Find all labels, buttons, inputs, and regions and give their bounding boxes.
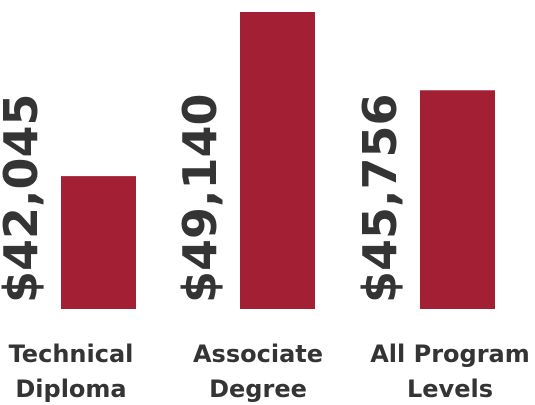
value-label-2: $49,140 (173, 93, 227, 303)
value-label-1: $42,045 (0, 93, 48, 303)
category-label-1-line-2: Diploma (15, 375, 126, 403)
category-label-3-line-2: Levels (407, 375, 493, 403)
value-labels-group: $42,045 $49,140 $45,756 (0, 93, 407, 303)
value-label-3: $45,756 (353, 93, 407, 303)
category-label-1-line-1: Technical (9, 340, 134, 368)
bar-3 (420, 90, 495, 309)
category-label-2-line-2: Degree (209, 375, 307, 403)
category-label-3-line-1: All Program (370, 340, 530, 368)
bars-group (61, 12, 495, 309)
bar-1 (61, 176, 136, 309)
bar-2 (240, 12, 315, 309)
category-label-2-line-1: Associate (193, 340, 323, 368)
category-labels-group: Technical Diploma Associate Degree All Progr… (9, 340, 530, 403)
